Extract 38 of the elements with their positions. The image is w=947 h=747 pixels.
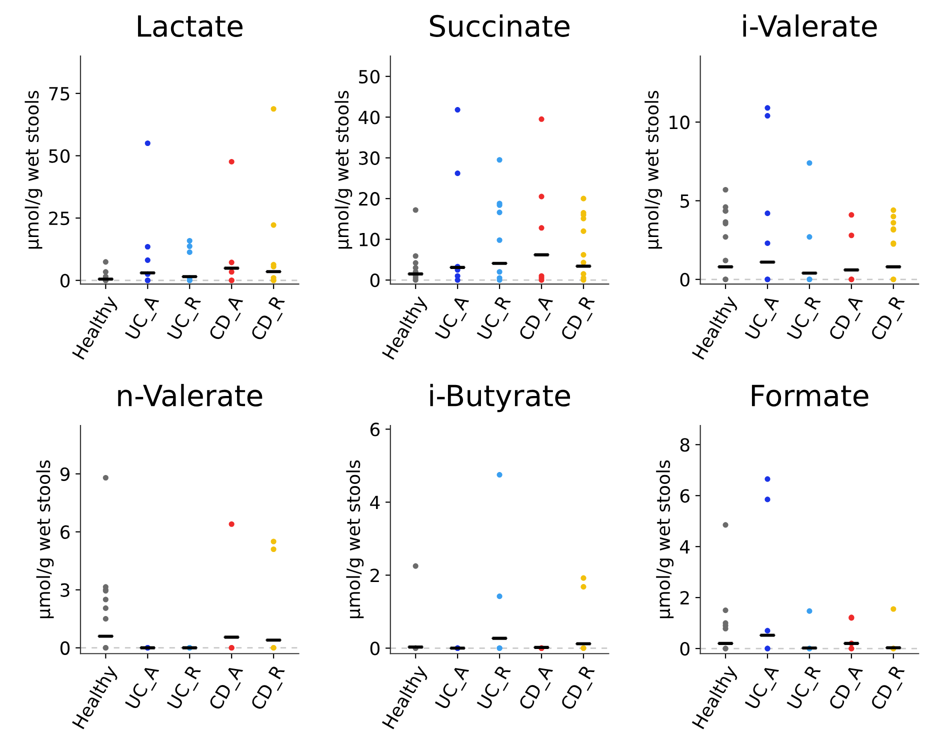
y-tick-label: 20 — [359, 192, 380, 206]
y-tick-label: 4 — [680, 540, 690, 554]
chart-title: Succinate — [430, 14, 570, 37]
y-tick-label: 0 — [370, 642, 380, 656]
y-tick-label: 9 — [60, 467, 70, 481]
y-tick-label: 6 — [60, 525, 70, 539]
chart-title: Formate — [752, 384, 868, 407]
chart-title: i-Butyrate — [430, 384, 570, 412]
y-tick-label: 0 — [370, 274, 380, 288]
y-tick-label: 0 — [680, 642, 690, 656]
y-tick-label: 50 — [49, 149, 70, 163]
y-tick-label: 8 — [680, 438, 690, 452]
y-tick-label: 2 — [680, 591, 689, 604]
y-tick-label: 10 — [670, 116, 690, 130]
y-axis-title: µmol/g wet stools — [346, 460, 364, 618]
chart-title: Lactate — [138, 15, 242, 37]
y-axis-title: µmol/g wet stools — [334, 90, 352, 249]
y-tick-label: 50 — [359, 70, 380, 84]
y-tick-label: 40 — [358, 110, 380, 124]
y-tick-label: 4 — [370, 496, 380, 510]
y-tick-label: 6 — [370, 422, 380, 436]
chart-title: n-Valerate — [118, 384, 262, 407]
y-axis-title: µmol/g wet stools — [36, 460, 54, 618]
y-tick-label: 75 — [49, 87, 70, 101]
y-tick-label: 3 — [60, 583, 70, 597]
y-tick-label: 0 — [60, 274, 70, 288]
y-tick-label: 2 — [370, 568, 379, 582]
y-axis-title: µmol/g wet stools — [644, 90, 662, 249]
y-tick-label: 0 — [60, 641, 70, 655]
chart-title: i-Valerate — [743, 14, 877, 37]
y-tick-label: 0 — [680, 272, 690, 287]
y-axis-title: µmol/g wet stools — [24, 90, 42, 249]
y-tick-label: 6 — [680, 489, 690, 503]
y-tick-label: 25 — [49, 212, 70, 226]
y-tick-label: 30 — [359, 151, 380, 165]
y-tick-label: 10 — [360, 232, 380, 246]
y-axis-title: µmol/g wet stools — [656, 460, 674, 618]
y-tick-label: 5 — [680, 194, 690, 208]
